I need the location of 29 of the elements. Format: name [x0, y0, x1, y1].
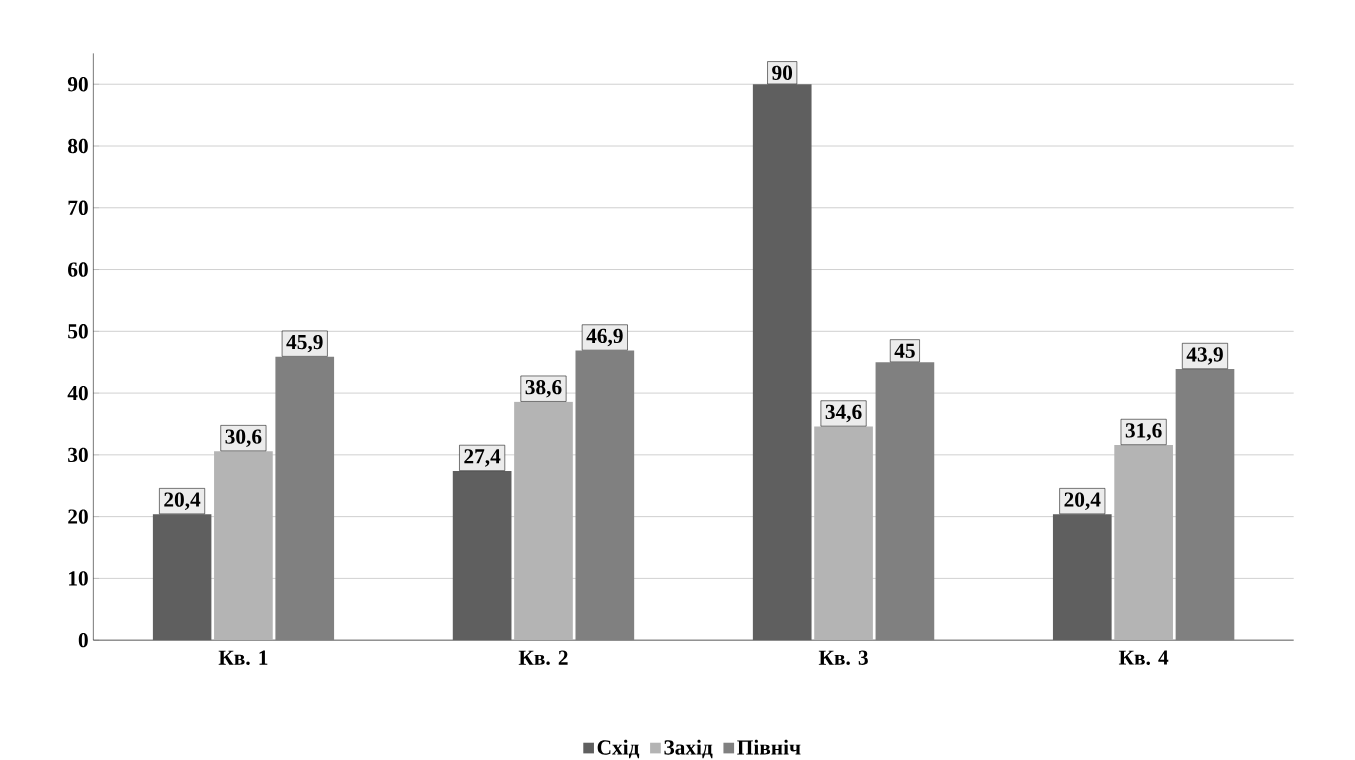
data-label: 27,4 — [464, 449, 501, 467]
y-tick-label: 90 — [67, 76, 88, 92]
y-tick-label: 10 — [69, 571, 88, 586]
legend-label: Північ — [737, 739, 801, 755]
y-tick-label: 80 — [68, 138, 88, 154]
data-label: 34,6 — [825, 404, 862, 423]
data-label: 90 — [772, 65, 793, 80]
x-tick-label: Кв. 1 — [218, 650, 268, 665]
y-tick-label: 40 — [67, 385, 88, 401]
legend-label: Захід — [664, 739, 713, 759]
data-label: 38,6 — [525, 379, 562, 398]
y-tick-label: 0 — [78, 632, 88, 648]
legend-label: Схід — [597, 739, 640, 759]
data-label: 43,9 — [1186, 347, 1223, 365]
data-label: 46,9 — [586, 328, 623, 347]
data-label: 31,6 — [1125, 423, 1162, 441]
data-label: 30,6 — [225, 429, 262, 447]
data-label: 20,4 — [1064, 492, 1101, 510]
y-tick-label: 20 — [68, 509, 88, 524]
x-tick-label: Кв. 3 — [818, 650, 868, 665]
data-label: 45,9 — [286, 334, 323, 353]
y-tick-label: 50 — [68, 324, 88, 339]
data-label: 45 — [894, 343, 915, 358]
y-tick-label: 60 — [68, 262, 88, 277]
x-tick-label: Кв. 4 — [1118, 650, 1169, 665]
data-label: 20,4 — [164, 492, 201, 510]
y-tick-label: 70 — [68, 200, 88, 215]
y-tick-label: 30 — [68, 447, 88, 462]
x-tick-label: Кв. 2 — [518, 650, 568, 665]
